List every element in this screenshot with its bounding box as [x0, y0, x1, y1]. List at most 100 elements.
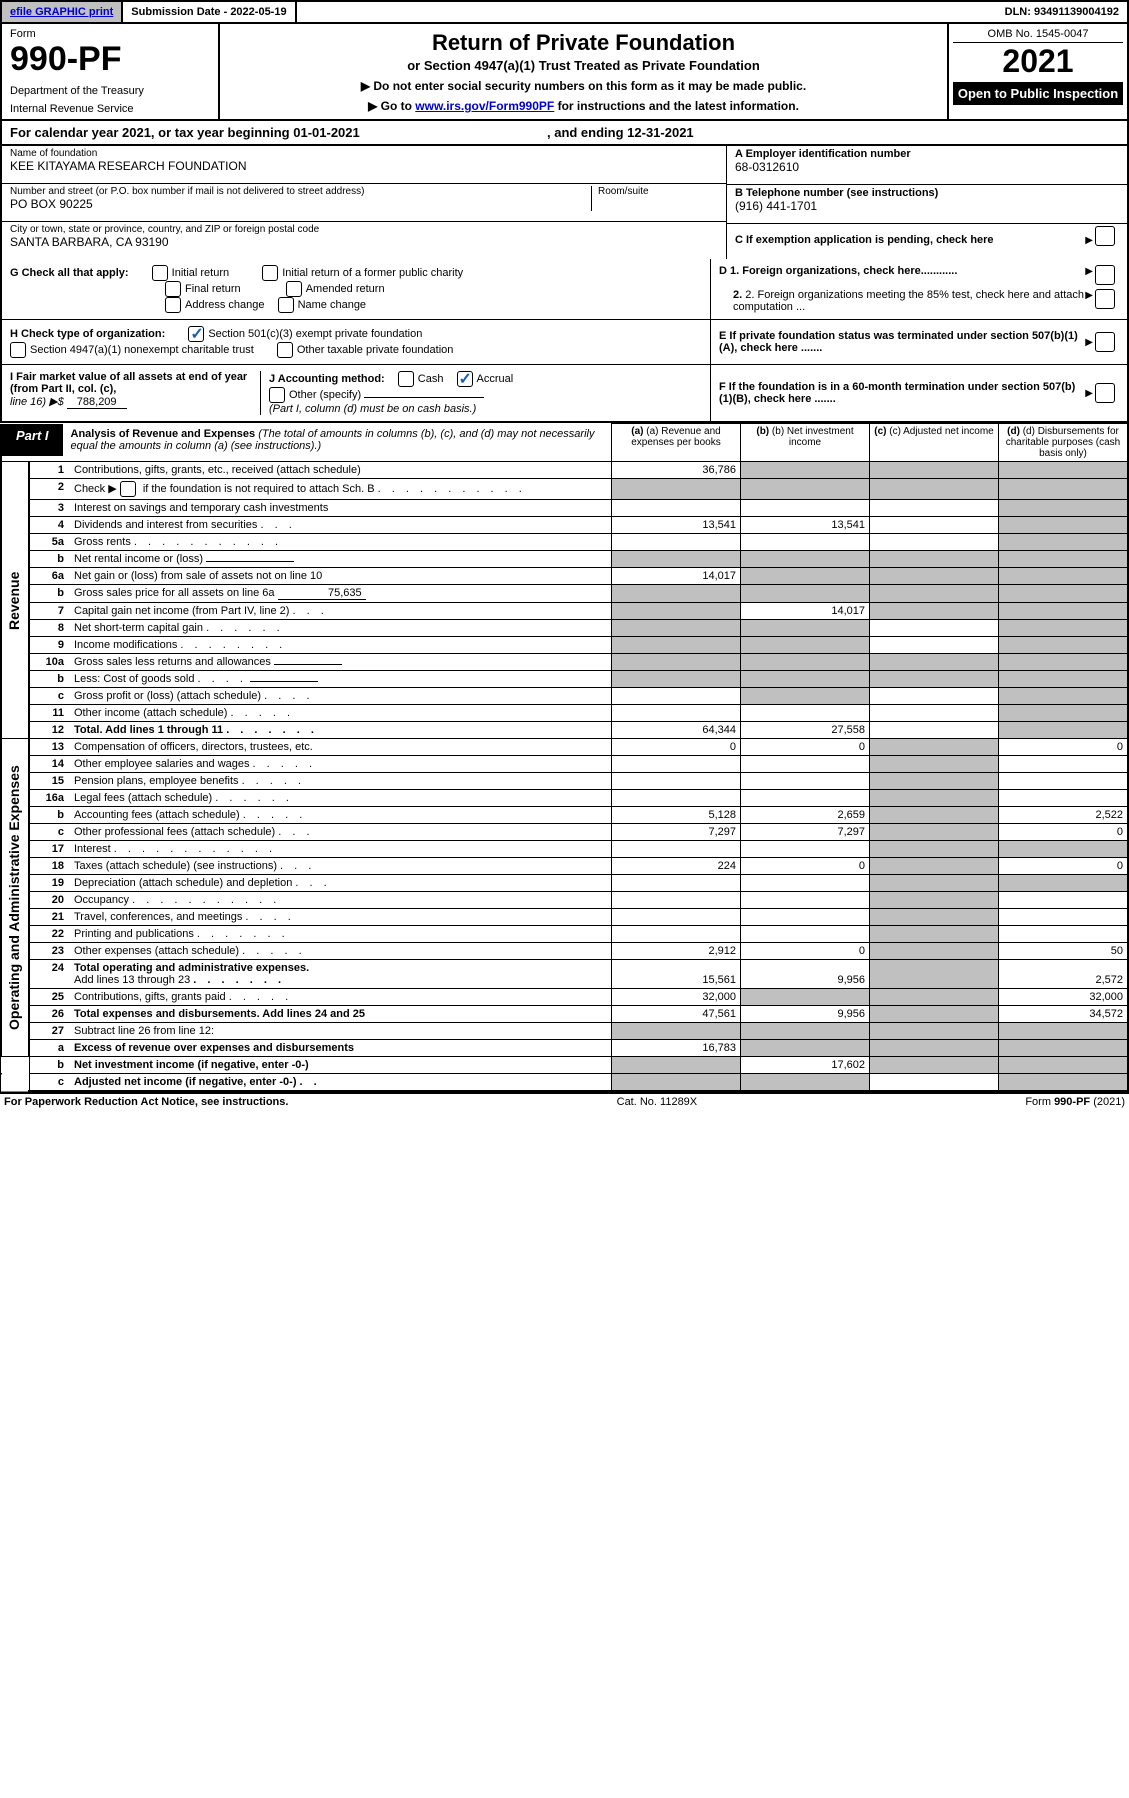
r19-desc: Depreciation (attach schedule) and deple… [74, 877, 292, 889]
r2-pre: Check ▶ [74, 483, 120, 495]
j-cash-cb[interactable] [398, 371, 414, 387]
footer-mid: Cat. No. 11289X [617, 1096, 698, 1108]
r25-desc: Contributions, gifts, grants paid [74, 991, 226, 1003]
r24b-desc: Add lines 13 through 23 [74, 974, 190, 986]
h-501: Section 501(c)(3) exempt private foundat… [208, 328, 422, 340]
r3-desc: Interest on savings and temporary cash i… [70, 500, 612, 517]
goto-pre: ▶ Go to [368, 99, 415, 113]
r13-a: 0 [612, 739, 741, 756]
ein-value: 68-0312610 [735, 160, 1119, 174]
info-left: Name of foundation KEE KITAYAMA RESEARCH… [2, 146, 726, 259]
foundation-name: KEE KITAYAMA RESEARCH FOUNDATION [10, 159, 718, 173]
city-label: City or town, state or province, country… [10, 224, 718, 235]
r21-desc: Travel, conferences, and meetings [74, 911, 242, 923]
d2-label: 2. Foreign organizations meeting the 85%… [733, 289, 1084, 313]
r16b-desc: Accounting fees (attach schedule) [74, 809, 240, 821]
r10b-desc: Less: Cost of goods sold [74, 673, 194, 685]
cal-end: 12-31-2021 [627, 125, 694, 140]
r27a-desc: Excess of revenue over expenses and disb… [74, 1042, 354, 1054]
r26-b: 9,956 [741, 1006, 870, 1023]
r23-desc: Other expenses (attach schedule) [74, 945, 239, 957]
efile-text[interactable]: efile GRAPHIC print [10, 6, 113, 18]
r18-a: 224 [612, 858, 741, 875]
h-label: H Check type of organization: [10, 328, 165, 340]
r25-a: 32,000 [612, 989, 741, 1006]
g-amended: Amended return [306, 283, 385, 295]
irs-link[interactable]: www.irs.gov/Form990PF [415, 99, 554, 113]
h-501-cb[interactable] [188, 326, 204, 342]
expenses-sidecat: Operating and Administrative Expenses [1, 739, 29, 1057]
arrow-icon [1085, 265, 1095, 285]
r6b-val: 75,635 [278, 587, 366, 600]
dept-treasury: Department of the Treasury [10, 85, 210, 97]
i-section: I Fair market value of all assets at end… [10, 371, 260, 415]
c-checkbox[interactable] [1095, 226, 1115, 246]
h-4947-cb[interactable] [10, 342, 26, 358]
part1-title: Analysis of Revenue and Expenses [71, 428, 256, 440]
phone-row: B Telephone number (see instructions) (9… [727, 185, 1127, 224]
r9-desc: Income modifications [74, 639, 177, 651]
e-checkbox[interactable] [1095, 332, 1115, 352]
e-label: E If private foundation status was termi… [719, 330, 1078, 354]
g-final-cb[interactable] [165, 281, 181, 297]
h-other-cb[interactable] [277, 342, 293, 358]
r23-d: 50 [999, 943, 1129, 960]
efile-link[interactable]: efile GRAPHIC print [2, 2, 123, 22]
g-initial-former: Initial return of a former public charit… [282, 267, 463, 279]
r14-desc: Other employee salaries and wages [74, 758, 249, 770]
r26-desc: Total expenses and disbursements. Add li… [74, 1008, 365, 1020]
r16b-d: 2,522 [999, 807, 1129, 824]
phone-label: B Telephone number (see instructions) [735, 187, 1119, 199]
arrow-icon [1085, 387, 1095, 399]
ein-row: A Employer identification number 68-0312… [727, 146, 1127, 185]
info-block: Name of foundation KEE KITAYAMA RESEARCH… [0, 146, 1129, 259]
r27a-a: 16,783 [612, 1040, 741, 1057]
form-title: Return of Private Foundation [230, 30, 937, 56]
r12-a: 64,344 [612, 722, 741, 739]
submission-date: Submission Date - 2022-05-19 [123, 2, 296, 22]
open-inspection: Open to Public Inspection [953, 82, 1123, 105]
g-initial: Initial return [172, 267, 229, 279]
d1-checkbox[interactable] [1095, 265, 1115, 285]
g-final: Final return [185, 283, 241, 295]
f-section: F If the foundation is in a 60-month ter… [710, 365, 1127, 421]
g-label: G Check all that apply: [10, 267, 129, 279]
part1-table: Part I Analysis of Revenue and Expenses … [0, 423, 1129, 1092]
ssn-note: ▶ Do not enter social security numbers o… [230, 79, 937, 93]
form-label: Form [10, 28, 210, 40]
cal-pre: For calendar year 2021, or tax year begi… [10, 125, 293, 140]
dln: DLN: 93491139004192 [997, 2, 1127, 22]
arrow-icon [1085, 289, 1095, 313]
ij-section: I Fair market value of all assets at end… [2, 365, 710, 421]
col-c: (c) Adjusted net income [889, 426, 994, 437]
h-other: Other taxable private foundation [297, 344, 454, 356]
g-initial-cb[interactable] [152, 265, 168, 281]
r16c-a: 7,297 [612, 824, 741, 841]
r10a-desc: Gross sales less returns and allowances [74, 656, 271, 668]
col-d: (d) Disbursements for charitable purpose… [1006, 426, 1121, 459]
d2-checkbox[interactable] [1095, 289, 1115, 309]
g-amended-cb[interactable] [286, 281, 302, 297]
info-right: A Employer identification number 68-0312… [726, 146, 1127, 259]
header-left: Form 990-PF Department of the Treasury I… [2, 24, 220, 119]
j-other-cb[interactable] [269, 387, 285, 403]
g-address-cb[interactable] [165, 297, 181, 313]
part1-label: Part I [2, 424, 63, 456]
r12-desc: Total. Add lines 1 through 11 [74, 724, 223, 736]
r6a-desc: Net gain or (loss) from sale of assets n… [70, 568, 612, 585]
r27-desc: Subtract line 26 from line 12: [70, 1023, 612, 1040]
i-label: I Fair market value of all assets at end… [10, 371, 247, 395]
r2-cb[interactable] [120, 481, 136, 497]
f-checkbox[interactable] [1095, 383, 1115, 403]
g-section: G Check all that apply: Initial return I… [2, 259, 710, 320]
form-number: 990-PF [10, 40, 210, 79]
d1-label: D 1. Foreign organizations, check here..… [719, 265, 957, 277]
r5a-desc: Gross rents [74, 536, 131, 548]
room-label: Room/suite [598, 186, 718, 197]
j-accrual-cb[interactable] [457, 371, 473, 387]
g-name-cb[interactable] [278, 297, 294, 313]
addr-label: Number and street (or P.O. box number if… [10, 186, 591, 197]
r6a-a: 14,017 [612, 568, 741, 585]
cal-begin: 01-01-2021 [293, 125, 360, 140]
g-initial-former-cb[interactable] [262, 265, 278, 281]
